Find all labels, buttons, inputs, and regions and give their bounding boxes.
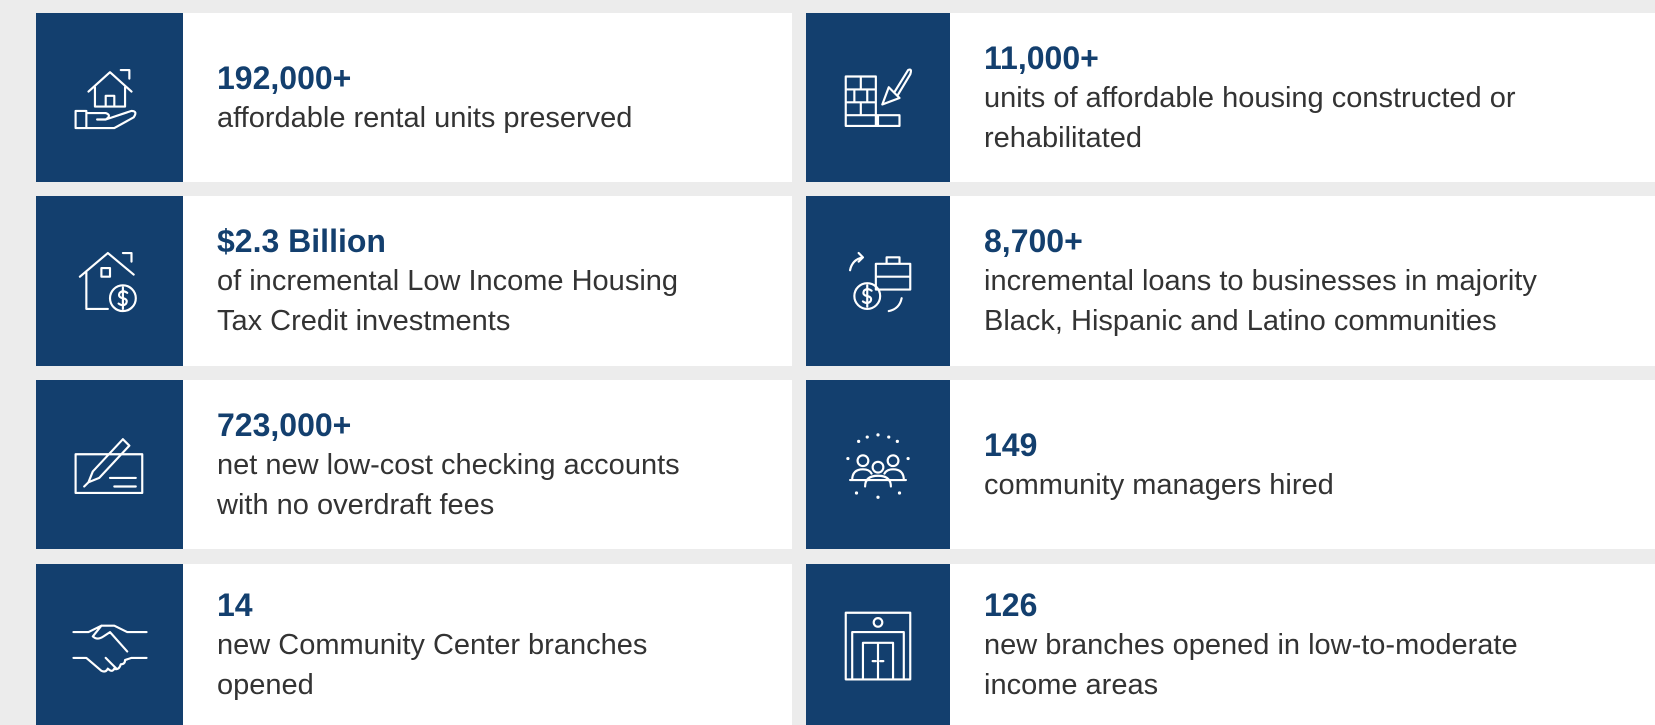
icon-handshake: [71, 624, 148, 673]
stat-card: 8,700+ incremental loans to businesses in…: [806, 196, 1655, 366]
icon-briefcase-dollar: [848, 251, 912, 313]
stat-description: with no overdraft fees: [217, 488, 495, 521]
icon-box: [806, 196, 950, 366]
stat-card: 723,000+ net new low-cost checking accoun…: [36, 380, 792, 549]
stat-card: $2.3 Billion of incremental Low Income Ho…: [36, 196, 792, 366]
stat-text: 14 new Community Center branches opened: [183, 564, 647, 725]
stat-description: affordable rental units preserved: [217, 101, 633, 134]
stat-value: 192,000+: [217, 59, 352, 96]
stat-description: incremental loans to businesses in major…: [984, 265, 1537, 297]
stat-value: 723,000+: [217, 406, 352, 443]
stat-text: 8,700+ incremental loans to businesses in…: [950, 196, 1537, 366]
stat-description: of incremental Low Income Housing: [217, 265, 679, 297]
icon-box: [36, 196, 183, 366]
icon-check: [74, 437, 143, 494]
stat-text: 192,000+ affordable rental units preserve…: [183, 13, 632, 182]
stat-description: net new low-cost checking accounts: [217, 448, 680, 481]
stat-text: 149 community managers hired: [950, 380, 1334, 549]
stat-card: 192,000+ affordable rental units preserve…: [36, 13, 792, 182]
stat-description: rehabilitated: [984, 121, 1142, 154]
stat-description: opened: [217, 668, 314, 701]
stat-description: new Community Center branches: [217, 628, 648, 661]
stat-value: 8,700+: [984, 223, 1083, 259]
stat-text: 723,000+ net new low-cost checking accoun…: [183, 380, 680, 549]
stat-card: 11,000+ units of affordable housing const…: [806, 13, 1655, 182]
icon-box: [806, 13, 950, 182]
icon-box: [36, 13, 183, 182]
icon-box: [806, 380, 950, 549]
icon-community: [846, 432, 910, 499]
stat-card: 14 new Community Center branches opened: [36, 564, 792, 725]
icon-house-dollar: [78, 251, 137, 313]
stat-description: Black, Hispanic and Latino communities: [984, 305, 1497, 337]
stat-text: 126 new branches opened in low-to-moderat…: [950, 564, 1518, 725]
icon-box: [806, 564, 950, 725]
stat-value: 11,000+: [984, 39, 1099, 76]
stat-description: Tax Credit investments: [217, 305, 511, 337]
icon-brick-trowel: [844, 67, 913, 127]
icon-box: [36, 380, 183, 549]
icon-box: [36, 564, 183, 725]
stat-description: income areas: [984, 668, 1159, 701]
stat-card: 126 new branches opened in low-to-moderat…: [806, 564, 1655, 725]
stat-card: 149 community managers hired: [806, 380, 1655, 549]
icon-house-hand: [74, 68, 136, 129]
stat-text: 11,000+ units of affordable housing const…: [950, 13, 1515, 182]
stat-description: new branches opened in low-to-moderate: [984, 628, 1518, 661]
stat-text: $2.3 Billion of incremental Low Income Ho…: [183, 196, 678, 366]
stat-value: 126: [984, 586, 1038, 623]
stat-value: 149: [984, 426, 1038, 463]
stat-value: $2.3 Billion: [217, 223, 386, 259]
stat-description: units of affordable housing constructed …: [984, 81, 1516, 114]
icon-branch: [844, 611, 912, 680]
stat-value: 14: [217, 586, 253, 623]
stat-description: community managers hired: [984, 468, 1334, 501]
